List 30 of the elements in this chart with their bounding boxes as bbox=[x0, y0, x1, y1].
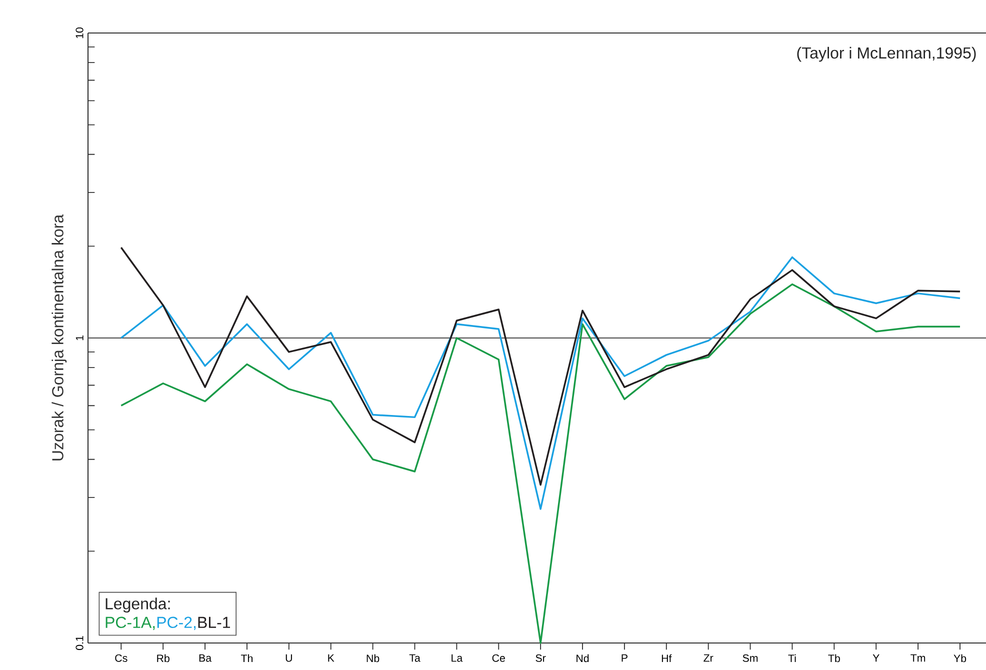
x-tick-label: Nb bbox=[366, 654, 380, 662]
x-tick-label: P bbox=[622, 654, 628, 662]
legend-title: Legenda: bbox=[106, 598, 170, 613]
x-tick-label: Cs bbox=[115, 654, 128, 662]
y-tick-label: 10 bbox=[76, 27, 84, 38]
x-tick-label: La bbox=[452, 654, 463, 662]
y-axis-title: Uzorak / Gornja kontinentalna kora bbox=[52, 214, 67, 460]
x-tick-label: U bbox=[286, 654, 292, 662]
x-tick-label: Ba bbox=[199, 654, 212, 662]
y-tick-label: 1 bbox=[76, 336, 84, 340]
x-tick-label: Y bbox=[872, 654, 880, 662]
x-tick-label: Tm bbox=[910, 654, 926, 662]
x-tick-label: Nd bbox=[576, 654, 589, 662]
x-tick-label: Sm bbox=[742, 654, 758, 662]
annotation: (Taylor i McLennan,1995) bbox=[797, 46, 976, 62]
x-tick-label: Ce bbox=[492, 654, 505, 662]
x-tick-label: Tb bbox=[828, 654, 840, 662]
x-tick-label: K bbox=[328, 654, 334, 662]
x-tick-label: Ti bbox=[788, 654, 796, 662]
text: BL-1 bbox=[198, 616, 230, 628]
text: PC-2, bbox=[157, 616, 196, 630]
x-tick-label: Hf bbox=[662, 654, 672, 662]
x-tick-label: Sr bbox=[536, 654, 546, 662]
text: PC-1A, bbox=[106, 616, 155, 630]
y-tick-label: 0.1 bbox=[76, 636, 84, 650]
x-tick-label: Zr bbox=[704, 654, 714, 662]
x-tick-label: Ta bbox=[409, 654, 420, 662]
x-tick-label: Th bbox=[240, 654, 253, 662]
x-tick-label: Yb bbox=[954, 654, 966, 662]
x-tick-label: Rb bbox=[157, 654, 170, 662]
